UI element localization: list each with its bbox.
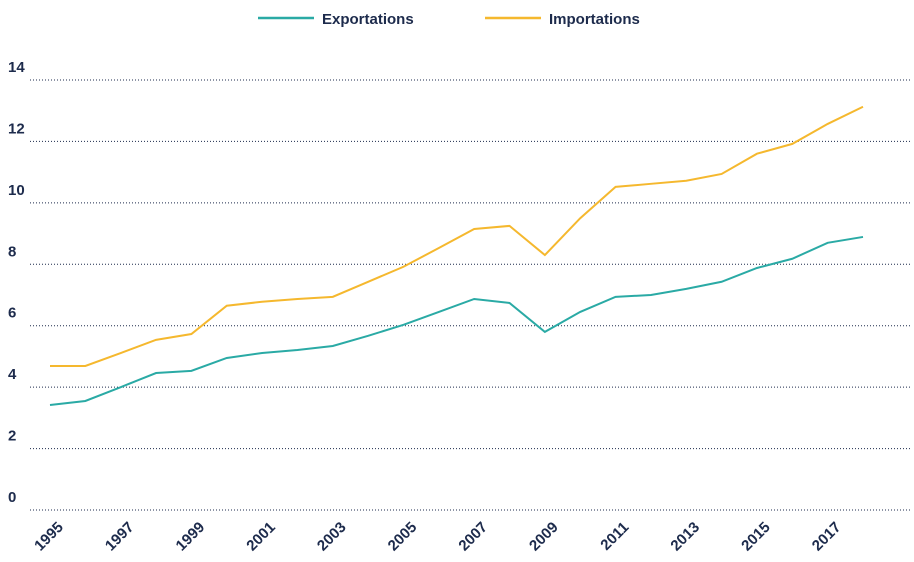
x-tick-label: 2005 <box>385 519 421 555</box>
x-tick-label: 2001 <box>243 519 279 555</box>
x-tick-label: 2007 <box>455 519 491 555</box>
chart: 0 2 4 6 8 10 12 14 1995 1997 1999 2001 2003 2005 2007 2… <box>0 0 914 562</box>
x-tick-label: 2003 <box>314 519 350 555</box>
x-tick-label: 2015 <box>738 519 774 555</box>
x-tick-label: 2013 <box>667 519 703 555</box>
x-tick-label: 1997 <box>102 519 138 555</box>
y-tick-label: 14 <box>8 59 25 76</box>
x-tick-label: 2017 <box>809 519 845 555</box>
y-tick-label: 0 <box>8 489 16 506</box>
x-tick-label: 2009 <box>526 519 562 555</box>
legend-label: Exportations <box>322 11 414 28</box>
series-line <box>50 107 863 366</box>
x-tick-label: 1999 <box>173 519 209 555</box>
series-line <box>50 237 863 405</box>
y-tick-label: 8 <box>8 243 16 260</box>
legend-label: Importations <box>549 11 640 28</box>
x-tick-label: 2011 <box>597 519 632 554</box>
y-tick-label: 6 <box>8 305 16 322</box>
y-tick-label: 2 <box>8 428 16 445</box>
x-tick-label: 1995 <box>31 519 67 555</box>
y-tick-label: 12 <box>8 120 25 137</box>
y-tick-label: 4 <box>8 366 17 383</box>
y-tick-label: 10 <box>8 182 25 199</box>
